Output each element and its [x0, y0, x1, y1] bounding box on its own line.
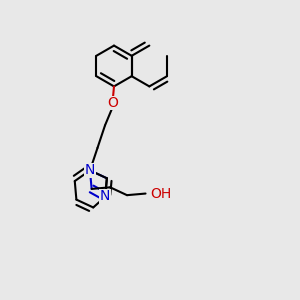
Text: O: O — [107, 96, 118, 110]
Text: OH: OH — [150, 187, 171, 200]
Text: N: N — [85, 164, 95, 177]
Text: N: N — [100, 189, 110, 203]
